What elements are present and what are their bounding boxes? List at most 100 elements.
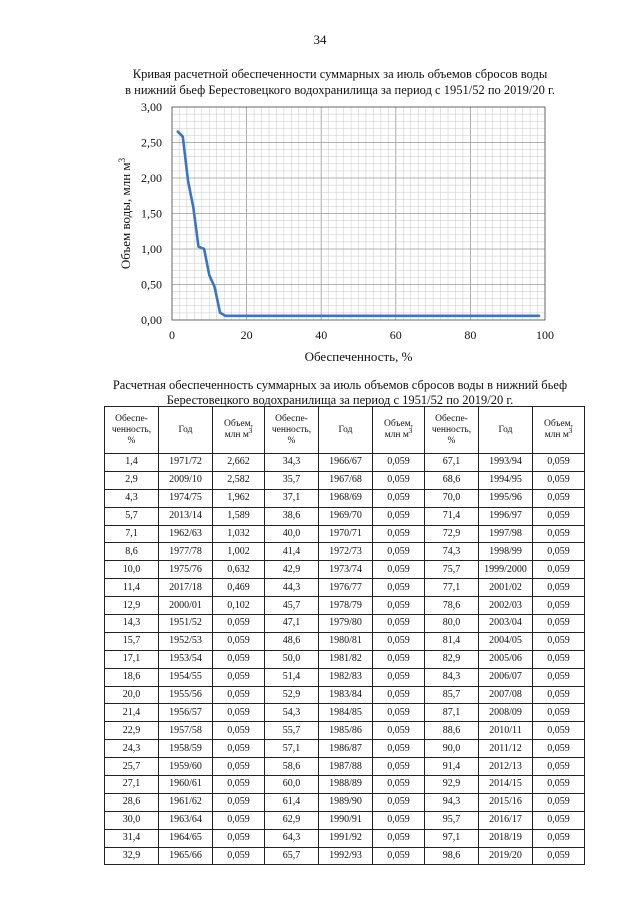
table-cell: 21,4 [104,703,159,723]
table-cell: 1977/78 [158,542,213,562]
table-cell: 2015/16 [478,792,533,812]
header-probability: Обеспе-ченность,% [104,406,159,454]
table-cell: 7,1 [104,524,159,544]
table-cell: 1976/77 [318,578,373,598]
x-tick-label: 80 [464,328,476,342]
table-cell: 2007/08 [478,685,533,705]
table-cell: 0,059 [372,685,425,705]
table-row: 25,7 1959/60 0,059 58,6 1987/88 0,059 91,4 2012… [104,757,585,777]
data-point [208,274,210,276]
table-cell: 85,7 [424,685,479,705]
table-cell: 1974/75 [158,488,213,508]
table-cell: 0,059 [212,631,265,651]
table-cell: 45,7 [264,596,319,616]
table-cell: 22,9 [104,721,159,741]
table-cell: 0,059 [532,685,585,705]
table-cell: 37,1 [264,488,319,508]
table-cell: 14,3 [104,614,159,633]
data-point [219,312,221,314]
table-header-row: Обеспе-ченность,% Год Объем, млн м3 Обеспе-ч… [104,406,585,454]
table-cell: 65,7 [264,846,319,866]
table-cell: 42,9 [264,560,319,580]
table-cell: 1964/65 [158,828,213,848]
table-cell: 0,059 [212,649,265,669]
table-cell: 0,059 [212,846,265,866]
table-cell: 40,0 [264,524,319,544]
table-cell: 1959/60 [158,757,213,777]
table-cell: 0,059 [372,775,425,794]
table-cell: 1991/92 [318,828,373,848]
data-point [224,315,226,317]
table-cell: 0,059 [372,542,425,562]
table-row: 10,0 1975/76 0,632 42,9 1973/74 0,059 75,7 1999… [104,560,585,580]
y-tick-label: 0,50 [141,278,162,292]
table-cell: 0,059 [532,846,585,866]
table-cell: 0,059 [372,667,425,687]
table-cell: 0,059 [212,828,265,848]
table-cell: 1985/86 [318,721,373,741]
table-cell: 2,662 [212,453,265,472]
table-cell: 1957/58 [158,721,213,741]
table-cell: 1997/98 [478,524,533,544]
table-cell: 0,059 [532,828,585,848]
data-point [176,130,178,132]
table-row: 24,3 1958/59 0,059 57,1 1986/87 0,059 90,0 2011… [104,739,585,759]
table-cell: 1967/68 [318,470,373,490]
table-cell: 0,059 [532,649,585,669]
table-cell: 1978/79 [318,596,373,616]
header-probability: Обеспе-ченность,% [424,406,479,454]
table-cell: 94,3 [424,792,479,812]
table-cell: 0,059 [212,792,265,812]
table-cell: 0,059 [212,775,265,794]
chart-title: Кривая расчетной обеспеченности суммарны… [60,66,620,98]
table-row: 12,9 2000/01 0,102 45,7 1978/79 0,059 78,6 2002… [104,596,585,616]
table-cell: 11,4 [104,578,159,598]
table-cell: 1951/52 [158,614,213,633]
y-tick-label: 1,50 [141,207,162,221]
table-cell: 28,6 [104,792,159,812]
table-cell: 0,059 [532,667,585,687]
data-point [187,180,189,182]
table-cell: 80,0 [424,614,479,633]
table-row: 7,1 1962/63 1,032 40,0 1970/71 0,059 72,9 1997/… [104,524,585,544]
table-cell: 0,059 [532,810,585,830]
table-cell: 60,0 [264,775,319,794]
table-cell: 0,059 [532,792,585,812]
table-cell: 0,059 [532,739,585,759]
table-cell: 1958/59 [158,739,213,759]
x-tick-label: 0 [169,328,175,342]
page-number: 34 [313,32,327,47]
table-cell: 0,059 [212,667,265,687]
table-cell: 57,1 [264,739,319,759]
table-cell: 0,102 [212,596,265,616]
table-cell: 54,3 [264,703,319,723]
table-cell: 2010/11 [478,721,533,741]
table-cell: 1999/2000 [478,560,533,580]
table-cell: 1972/73 [318,542,373,562]
table-cell: 1990/91 [318,810,373,830]
table-cell: 0,059 [532,453,585,472]
plot-border [171,106,546,321]
table-cell: 0,059 [372,631,425,651]
table-cell: 0,059 [532,757,585,777]
table-cell: 0,059 [372,488,425,508]
table-cell: 0,059 [372,453,425,472]
table-cell: 12,9 [104,596,159,616]
probability-curve-chart: 0,00 0,50 1,00 1,50 2,00 2,50 3,00 0 20 40 60 80 100… [117,100,554,364]
table-cell: 2005/06 [478,649,533,669]
table-cell: 1989/90 [318,792,373,812]
table-cell: 1970/71 [318,524,373,544]
table-cell: 32,9 [104,846,159,866]
table-cell: 24,3 [104,739,159,759]
table-cell: 84,3 [424,667,479,687]
table-cell: 0,059 [532,614,585,633]
table-cell: 0,059 [372,810,425,830]
table-row: 27,1 1960/61 0,059 60,0 1988/89 0,059 92,9 2014… [104,775,585,794]
table-cell: 0,059 [372,560,425,580]
table-cell: 48,6 [264,631,319,651]
table-cell: 0,059 [372,757,425,777]
table-cell: 97,1 [424,828,479,848]
table-cell: 0,059 [532,488,585,508]
header-volume: Объем, млн м3 [372,406,425,454]
table-cell: 1953/54 [158,649,213,669]
